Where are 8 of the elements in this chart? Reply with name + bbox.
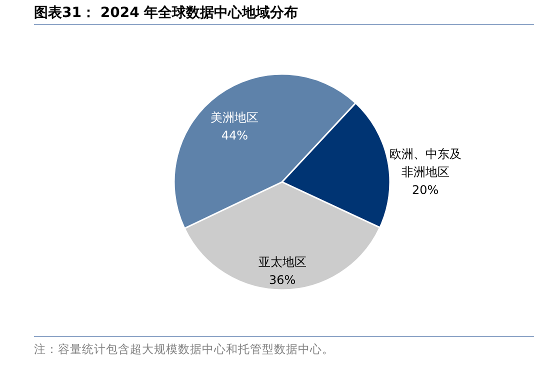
chart-title: 图表31： 2024 年全球数据中心地域分布 <box>34 4 298 22</box>
slice-label: 亚太地区 <box>258 255 306 269</box>
data-label: 44% <box>221 128 248 142</box>
text: 注：容量统计包含超大规模数据中心和托管型数据中心。 <box>34 341 334 358</box>
data-label: 36% <box>268 273 296 287</box>
data-label: 20% <box>412 183 439 198</box>
slice-label: 美洲地区 <box>210 110 259 124</box>
slice-label: 欧洲、中东及非洲地区 <box>389 147 462 180</box>
